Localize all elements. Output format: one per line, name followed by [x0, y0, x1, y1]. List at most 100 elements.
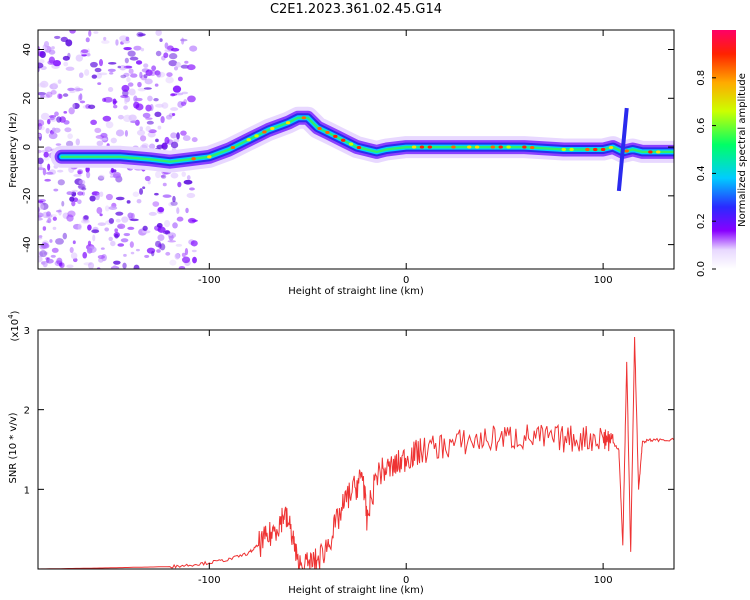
heatmap-noise-speckle [38, 119, 45, 127]
heatmap-noise-speckle [107, 87, 114, 92]
heatmap-noise-speckle [77, 170, 82, 175]
heatmap-ridge-hotspot [569, 147, 574, 152]
heatmap-noise-speckle [178, 265, 186, 269]
heatmap-y-axis: -40 -20 0 20 40 [22, 43, 674, 253]
heatmap-ridge-hotspot [490, 145, 496, 149]
heatmap-noise-speckle [86, 171, 91, 179]
heatmap-ridge-hotspot [317, 126, 322, 131]
heatmap-noise-speckle [113, 260, 121, 265]
heatmap-ridge-hotspot [561, 147, 566, 152]
heatmap-panel: -100 0 100 -40 -20 0 20 40 Height of straight … [8, 29, 675, 297]
snr-y-tick-label: 1 [24, 485, 30, 496]
heatmap-ridge-hotspot [285, 121, 291, 125]
heatmap-noise-speckle [161, 142, 168, 150]
heatmap-noise-speckle [191, 137, 198, 143]
heatmap-noise-speckle [42, 226, 47, 231]
heatmap-noise-speckle [66, 191, 73, 196]
colorbar-label: Normalized spectral amplitude [737, 73, 748, 227]
heatmap-ridge-hotspot [656, 150, 661, 154]
heatmap-noise-speckle [133, 95, 138, 102]
heatmap-noise-speckle [38, 149, 42, 154]
heatmap-ridge-hotspot [230, 145, 236, 150]
heatmap-noise-speckle [91, 191, 100, 196]
heatmap-noise-speckle [67, 87, 75, 92]
heatmap-noise-speckle [38, 217, 43, 221]
heatmap-ridge-hotspot [301, 116, 307, 120]
heatmap-noise-speckle [38, 237, 43, 240]
snr-scale-label: (x104) [7, 310, 21, 341]
heatmap-ridge-hotspot [254, 134, 259, 138]
heatmap-noise-speckle [164, 219, 171, 228]
snr-plot-area [38, 330, 674, 569]
heatmap-ridge-hotspot [600, 147, 606, 152]
heatmap-noise-speckle [96, 206, 103, 215]
heatmap-noise-speckle [181, 252, 186, 258]
heatmap-noise-speckle [164, 49, 173, 53]
heatmap-noise-speckle [56, 209, 62, 213]
heatmap-noise-speckle [170, 141, 179, 149]
heatmap-noise-speckle [145, 104, 152, 112]
heatmap-noise-speckle [161, 102, 169, 109]
heatmap-noise-speckle [74, 87, 84, 92]
heatmap-ridge-hotspot [348, 142, 354, 146]
heatmap-ridge-hotspot [325, 130, 330, 135]
heatmap-ridge-hotspot [191, 157, 196, 161]
heatmap-noise-speckle [171, 93, 178, 96]
heatmap-ridge-hotspot [262, 130, 267, 134]
heatmap-noise-speckle [105, 205, 110, 212]
heatmap-noise-speckle [161, 143, 167, 149]
heatmap-noise-speckle [119, 65, 127, 71]
heatmap-noise-speckle [54, 111, 59, 117]
heatmap-noise-speckle [144, 254, 150, 259]
heatmap-noise-speckle [181, 256, 191, 264]
heatmap-noise-speckle [191, 219, 198, 222]
heatmap-noise-speckle [124, 57, 129, 64]
heatmap-noise-speckle [86, 53, 91, 57]
heatmap-noise-speckle [132, 191, 140, 197]
heatmap-noise-speckle [142, 186, 146, 190]
snr-scale-close: ) [10, 310, 21, 314]
heatmap-noise-speckle [48, 132, 58, 140]
snr-scale-base: (x10 [10, 319, 21, 342]
heatmap-noise-speckle [43, 151, 49, 158]
heatmap-noise-speckle [79, 93, 83, 101]
heatmap-noise-speckle [77, 185, 85, 189]
heatmap-noise-speckle [75, 54, 84, 62]
snr-x-tick-label: -100 [198, 575, 221, 586]
heatmap-noise-speckle [110, 137, 117, 144]
heatmap-noise-speckle [126, 200, 131, 204]
heatmap-noise-speckle [156, 71, 162, 78]
heatmap-noise-speckle [38, 212, 44, 218]
heatmap-noise-speckle [181, 171, 186, 177]
snr-x-tick-label: 100 [594, 575, 613, 586]
heatmap-noise-speckle [66, 214, 74, 222]
heatmap-noise-speckle [129, 56, 139, 61]
heatmap-noise-speckle [40, 94, 45, 99]
heatmap-noise-speckle [38, 255, 43, 263]
heatmap-x-tick-label: 0 [403, 275, 409, 286]
heatmap-noise-speckle [90, 61, 98, 68]
heatmap-noise-speckle [42, 168, 47, 176]
heatmap-noise-speckle [78, 179, 86, 186]
heatmap-noise-speckle [185, 207, 189, 214]
heatmap-noise-speckle [172, 195, 176, 203]
heatmap-noise-speckle [91, 74, 98, 79]
heatmap-noise-speckle [71, 189, 78, 193]
heatmap-noise-speckle [78, 183, 86, 190]
heatmap-ridge-hotspot [522, 145, 527, 149]
colorbar-tick-label: 0.0 [696, 261, 707, 277]
heatmap-ridge-hotspot [608, 145, 614, 150]
heatmap-noise-speckle [97, 254, 105, 259]
heatmap-noise-speckle [174, 253, 180, 260]
heatmap-noise-speckle [148, 129, 157, 134]
heatmap-noise-speckle [69, 90, 76, 94]
heatmap-noise-speckle [146, 120, 154, 125]
heatmap-noise-speckle [55, 143, 62, 146]
heatmap-noise-speckle [189, 187, 195, 191]
heatmap-noise-speckle [167, 233, 173, 237]
heatmap-noise-speckle [142, 230, 151, 234]
heatmap-ridge-hotspot [341, 138, 346, 142]
heatmap-x-axis: -100 0 100 [198, 30, 613, 286]
heatmap-noise-speckle [115, 218, 121, 223]
